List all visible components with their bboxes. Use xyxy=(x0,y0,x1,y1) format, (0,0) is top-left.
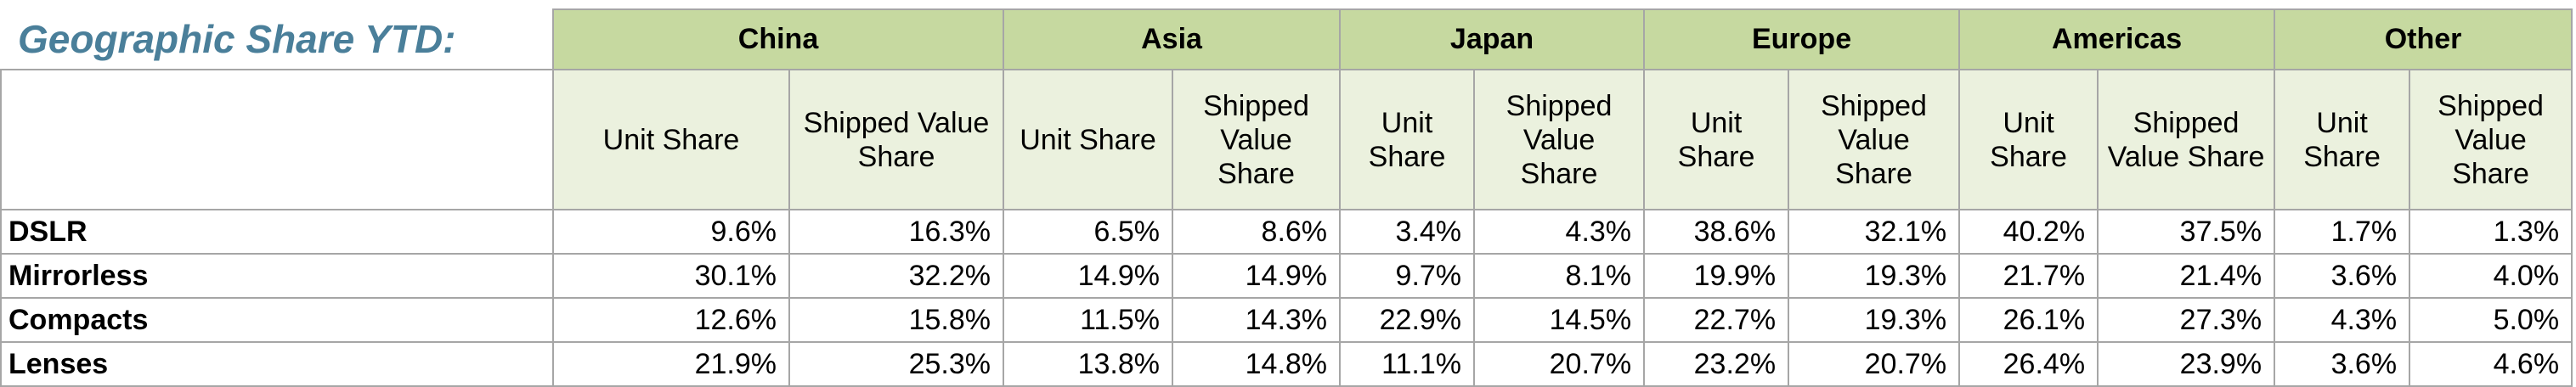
row-label: Lenses xyxy=(0,341,554,387)
value-cell: 4.0% xyxy=(2409,253,2573,299)
value-cell: 15.8% xyxy=(788,297,1005,343)
value-cell: 22.7% xyxy=(1643,297,1790,343)
value-cell: 1.7% xyxy=(2274,209,2411,255)
value-cell: 11.1% xyxy=(1339,341,1476,387)
value-cell: 14.9% xyxy=(1003,253,1174,299)
value-cell: 32.2% xyxy=(788,253,1005,299)
value-cell: 19.3% xyxy=(1788,253,1961,299)
value-cell: 20.7% xyxy=(1473,341,1646,387)
value-cell: 9.7% xyxy=(1339,253,1476,299)
region-header: Japan xyxy=(1339,8,1646,70)
table-row: Lenses 21.9% 25.3% 13.8% 14.8% 11.1% 20.7% 23.2… xyxy=(0,341,2573,387)
region-header: Other xyxy=(2274,8,2573,70)
value-cell: 37.5% xyxy=(2097,209,2276,255)
value-cell: 9.6% xyxy=(552,209,790,255)
value-cell: 5.0% xyxy=(2409,297,2573,343)
value-cell: 19.9% xyxy=(1643,253,1790,299)
value-cell: 8.1% xyxy=(1473,253,1646,299)
value-cell: 3.6% xyxy=(2274,253,2411,299)
column-header: Unit Share xyxy=(1958,69,2099,210)
value-cell: 25.3% xyxy=(788,341,1005,387)
value-cell: 13.8% xyxy=(1003,341,1174,387)
region-header: Asia xyxy=(1003,8,1342,70)
value-cell: 23.2% xyxy=(1643,341,1790,387)
value-cell: 14.9% xyxy=(1172,253,1342,299)
row-label: Compacts xyxy=(0,297,554,343)
blank-cell xyxy=(0,69,554,210)
table-title: Geographic Share YTD: xyxy=(1,9,554,70)
value-cell: 19.3% xyxy=(1788,297,1961,343)
value-cell: 6.5% xyxy=(1003,209,1174,255)
column-header: Unit Share xyxy=(552,69,790,210)
column-header: Shipped Value Share xyxy=(788,69,1005,210)
region-header: Americas xyxy=(1958,8,2276,70)
table-row: Mirrorless 30.1% 32.2% 14.9% 14.9% 9.7% 8.1% 19… xyxy=(0,253,2573,299)
row-label: Mirrorless xyxy=(0,253,554,299)
value-cell: 14.3% xyxy=(1172,297,1342,343)
column-header: Shipped Value Share xyxy=(1172,69,1342,210)
value-cell: 40.2% xyxy=(1958,209,2099,255)
value-cell: 32.1% xyxy=(1788,209,1961,255)
column-header: Shipped Value Share xyxy=(2097,69,2276,210)
table-row: DSLR 9.6% 16.3% 6.5% 8.6% 3.4% 4.3% 38.6% 32.1% 4… xyxy=(0,209,2573,255)
column-header: Shipped Value Share xyxy=(1788,69,1961,210)
value-cell: 16.3% xyxy=(788,209,1005,255)
value-cell: 1.3% xyxy=(2409,209,2573,255)
value-cell: 21.9% xyxy=(552,341,790,387)
value-cell: 14.8% xyxy=(1172,341,1342,387)
value-cell: 27.3% xyxy=(2097,297,2276,343)
value-cell: 4.3% xyxy=(2274,297,2411,343)
value-cell: 8.6% xyxy=(1172,209,1342,255)
column-header: Shipped Value Share xyxy=(1473,69,1646,210)
value-cell: 22.9% xyxy=(1339,297,1476,343)
column-header: Unit Share xyxy=(1339,69,1476,210)
value-cell: 23.9% xyxy=(2097,341,2276,387)
value-cell: 3.4% xyxy=(1339,209,1476,255)
table-row: Compacts 12.6% 15.8% 11.5% 14.3% 22.9% 14.5% 22… xyxy=(0,297,2573,343)
share-table: Geographic Share YTD: China Asia Japan Europ… xyxy=(0,8,2573,387)
value-cell: 14.5% xyxy=(1473,297,1646,343)
value-cell: 26.4% xyxy=(1958,341,2099,387)
value-cell: 38.6% xyxy=(1643,209,1790,255)
row-label: DSLR xyxy=(0,209,554,255)
value-cell: 12.6% xyxy=(552,297,790,343)
value-cell: 4.3% xyxy=(1473,209,1646,255)
value-cell: 21.4% xyxy=(2097,253,2276,299)
column-header: Unit Share xyxy=(1003,69,1174,210)
value-cell: 4.6% xyxy=(2409,341,2573,387)
value-cell: 11.5% xyxy=(1003,297,1174,343)
value-cell: 20.7% xyxy=(1788,341,1961,387)
value-cell: 26.1% xyxy=(1958,297,2099,343)
value-cell: 3.6% xyxy=(2274,341,2411,387)
value-cell: 30.1% xyxy=(552,253,790,299)
column-header: Unit Share xyxy=(1643,69,1790,210)
value-cell: 21.7% xyxy=(1958,253,2099,299)
column-header: Unit Share xyxy=(2274,69,2411,210)
column-header: Shipped Value Share xyxy=(2409,69,2573,210)
region-header: China xyxy=(551,8,1005,70)
region-header: Europe xyxy=(1643,8,1961,70)
